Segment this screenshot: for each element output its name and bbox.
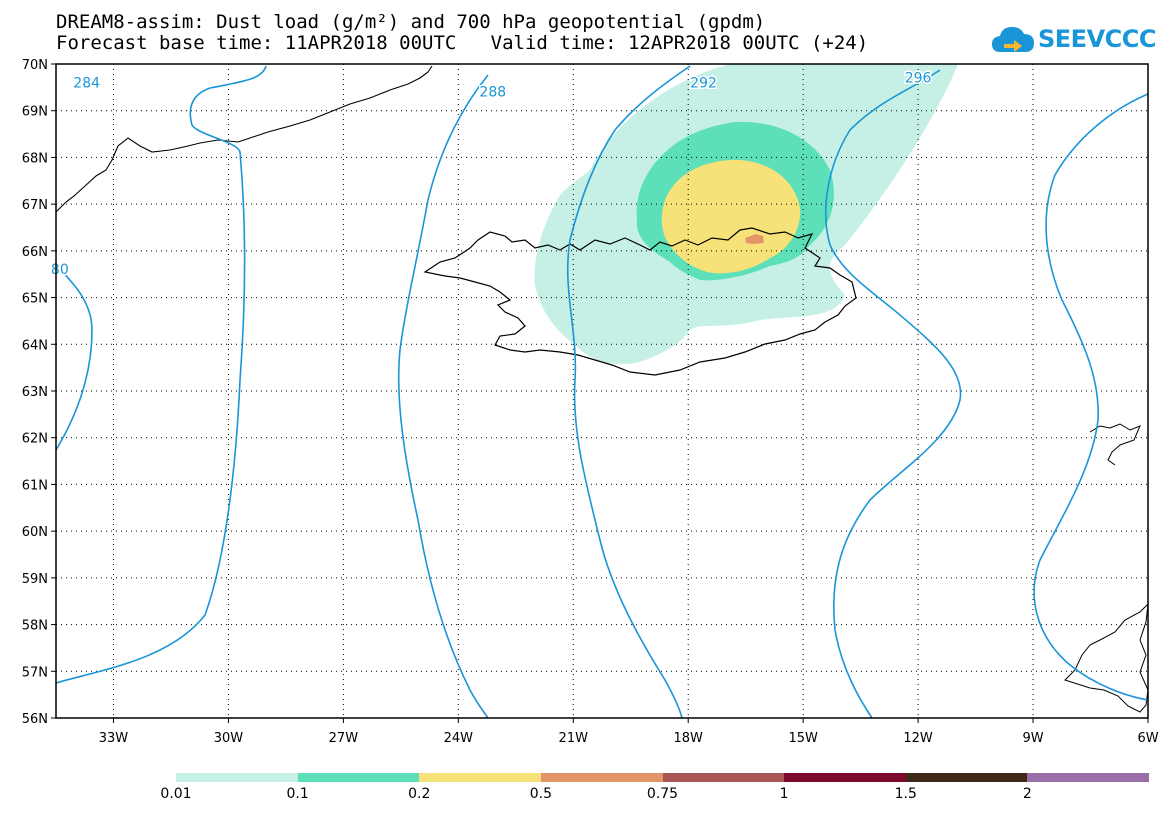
lon-tick-label: 6W <box>1137 731 1158 746</box>
legend-label: 1.5 <box>894 786 917 802</box>
lat-tick-label: 61N <box>22 478 48 493</box>
lon-tick-label: 21W <box>559 731 589 746</box>
lon-tick-label: 27W <box>329 731 359 746</box>
lat-tick-label: 62N <box>22 432 48 447</box>
legend-swatch <box>419 773 541 782</box>
faroe-islands-coastline <box>1089 423 1141 466</box>
legend-swatch <box>905 773 1028 782</box>
legend-label: 2 <box>1022 786 1032 802</box>
map-title-line2: Forecast base time: 11APR2018 00UTC Vali… <box>56 32 869 54</box>
legend-label: 0.2 <box>408 786 431 802</box>
lat-tick-label: 59N <box>22 572 48 587</box>
legend-swatch <box>297 773 420 782</box>
lon-tick-label: 30W <box>214 731 244 746</box>
legend-swatch <box>784 773 906 782</box>
legend-label: 0.1 <box>286 786 309 802</box>
contour-value-label: 296 <box>905 71 932 87</box>
map-title-line1: DREAM8-assim: Dust load (g/m²) and 700 h… <box>56 11 766 33</box>
axis-labels: 33W 30W 27W 24W 21W 18W 15W 12W 9W 6W 70N 69N 68N 67N… <box>22 58 1159 746</box>
lat-tick-label: 63N <box>22 385 48 400</box>
lat-tick-label: 70N <box>22 58 48 73</box>
cloud-icon <box>992 27 1034 52</box>
contour-288 <box>397 74 489 719</box>
legend-label: 1 <box>779 786 789 802</box>
seevccc-logo: SEEVCCC <box>990 22 1157 62</box>
lat-tick-label: 58N <box>22 619 48 634</box>
legend-label: 0.01 <box>160 786 192 802</box>
logo-text: SEEVCCC <box>1038 25 1157 53</box>
lat-tick-label: 69N <box>22 105 48 120</box>
lat-tick-label: 66N <box>22 245 48 260</box>
legend-swatch <box>1027 773 1149 782</box>
dust-band-0.5 <box>745 234 764 244</box>
lon-tick-label: 24W <box>444 731 474 746</box>
legend-swatch <box>662 773 785 782</box>
lon-tick-label: 12W <box>903 731 933 746</box>
lon-tick-label: 15W <box>788 731 818 746</box>
lat-tick-label: 64N <box>22 338 48 353</box>
lon-tick-label: 9W <box>1022 731 1043 746</box>
legend-labels: 0.01 0.1 0.2 0.5 0.75 1 1.5 2 <box>0 786 1175 806</box>
contour-296 <box>825 69 962 719</box>
contour-300 <box>1033 93 1149 701</box>
contour-value-label: 288 <box>479 85 506 101</box>
legend-label: 0.5 <box>529 786 553 802</box>
lat-tick-label: 68N <box>22 151 48 166</box>
lon-tick-label: 18W <box>674 731 704 746</box>
lat-tick-label: 56N <box>22 712 48 727</box>
color-legend <box>176 773 1149 782</box>
contour-value-label: 80 <box>51 262 69 278</box>
lat-tick-label: 60N <box>22 525 48 540</box>
geopotential-contours <box>55 65 1149 719</box>
lat-tick-label: 67N <box>22 198 48 213</box>
iceland-coastline <box>423 227 857 376</box>
contour-292 <box>567 65 691 719</box>
scotland-coastline <box>1064 602 1149 713</box>
lat-tick-label: 57N <box>22 665 48 680</box>
dust-load-fill <box>534 64 958 365</box>
contour-value-label: 284 <box>73 75 100 91</box>
contour-280 <box>55 264 93 451</box>
lat-tick-label: 65N <box>22 292 48 307</box>
lon-tick-label: 33W <box>99 731 129 746</box>
greenland-coastline <box>55 65 433 213</box>
contour-284 <box>55 65 267 684</box>
legend-swatch <box>540 773 663 782</box>
legend-swatch <box>176 773 298 782</box>
legend-label: 0.75 <box>646 786 679 802</box>
contour-value-label: 292 <box>690 75 717 91</box>
graticule <box>56 64 1148 718</box>
